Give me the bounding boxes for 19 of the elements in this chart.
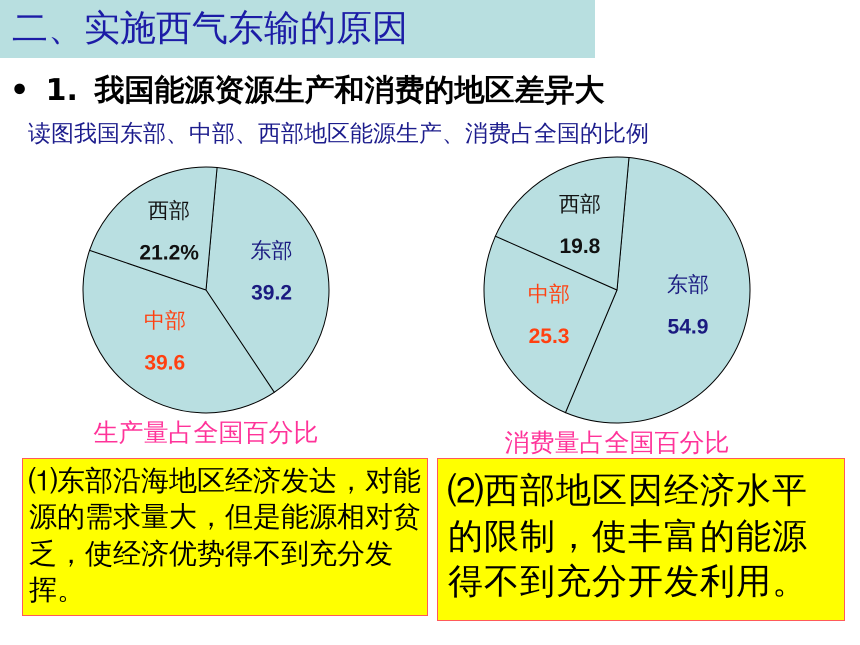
text: 二、实施西气东输的原因 xyxy=(0,0,595,58)
data-label: 19.8 xyxy=(559,234,601,258)
text: 读图我国东部、中部、西部地区能源生产、消费占全国的比例 xyxy=(28,120,649,149)
data-label: 39.6 xyxy=(144,352,186,375)
text: ⑵西部地区因经济水平的限制，使丰富的能源得不到充分开发利用。 xyxy=(437,458,845,620)
slice-label: 东部 xyxy=(666,272,709,297)
slice-label: 中部 xyxy=(144,308,186,333)
text: ⑴东部沿海地区经济发达，对能源的需求量大，但是能源相对贫乏，使经济优势得不到充分发挥。 xyxy=(22,458,428,616)
slice-label: 东部 xyxy=(250,238,293,262)
slice-label: 西部 xyxy=(558,192,601,216)
text: • 1. 我国能源资源生产和消费的地区差异大 xyxy=(10,72,604,110)
data-label: 25.3 xyxy=(528,325,570,348)
text: 生产量占全国百分比 xyxy=(94,418,318,447)
data-label: 54.9 xyxy=(668,316,708,339)
slice-label: 中部 xyxy=(528,282,570,306)
text: 消费量占全国百分比 xyxy=(504,428,730,457)
slice-label: 西部 xyxy=(148,198,190,222)
data-label: 39.2 xyxy=(251,281,292,304)
data-label: 21.2% xyxy=(139,241,200,264)
